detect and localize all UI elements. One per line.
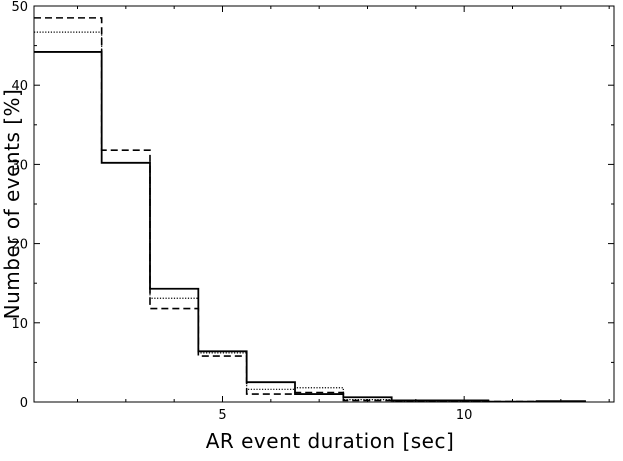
y-tick-label: 40 [11, 79, 28, 94]
series-dashed-line [34, 17, 586, 403]
series-dotted-line [34, 31, 586, 403]
x-axis-title: AR event duration [sec] [206, 429, 455, 453]
y-tick-label: 0 [20, 396, 28, 411]
axis-ticks [34, 5, 614, 403]
y-tick-label: 50 [11, 0, 28, 15]
axis-tick-labels: 0 10 20 30 40 50 5 10 [11, 0, 472, 423]
plot-frame [33, 5, 615, 403]
y-tick-label: 20 [11, 238, 28, 253]
y-axis-title: Number of events [%] [0, 89, 24, 320]
x-tick-label: 5 [218, 408, 226, 423]
series-group [34, 17, 586, 403]
series-solid-line [34, 51, 586, 403]
x-tick-label: 10 [456, 408, 473, 423]
y-tick-label: 30 [11, 158, 28, 173]
y-tick-label: 10 [11, 317, 28, 332]
